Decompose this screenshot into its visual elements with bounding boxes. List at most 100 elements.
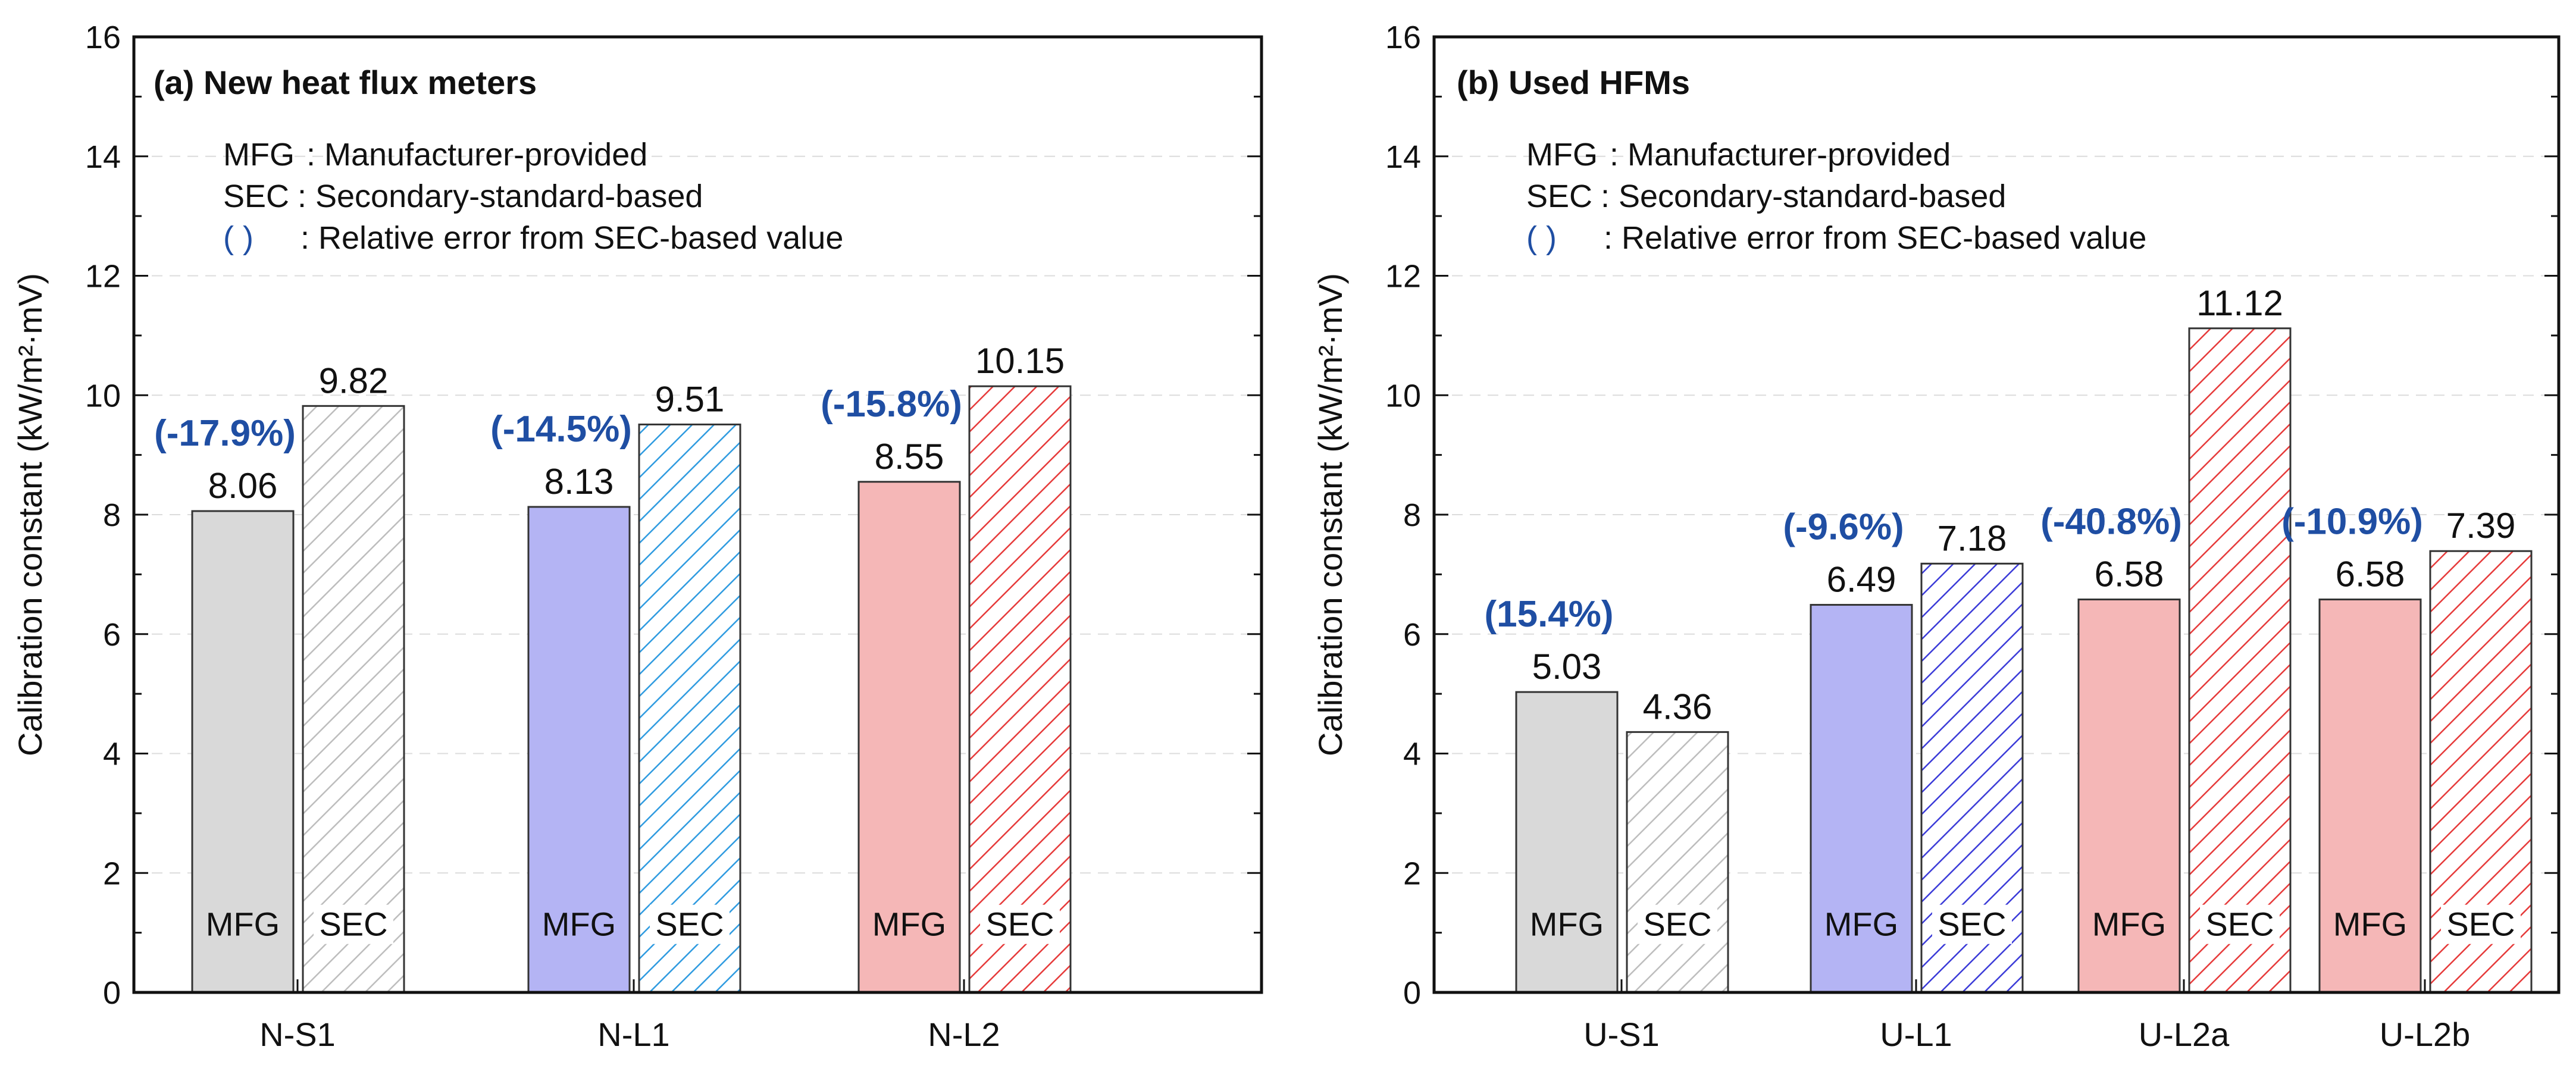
legend-sep: : (1601, 178, 1610, 214)
x-tick-label: U-S1 (1583, 1016, 1660, 1053)
relative-error-label: (-10.9%) (2281, 502, 2423, 543)
chart-panel-a: 8.06 9.82 (-17.9%) MFG SEC N-S1 8.13 9.51 (-14.5… (11, 20, 1263, 1053)
bar-type-label-mfg: MFG (872, 906, 946, 943)
bar-type-label-mfg: MFG (1824, 906, 1898, 943)
y-tick-label: 0 (1403, 975, 1421, 1011)
legend-description: Secondary-standard-based (1619, 178, 2006, 214)
legend-abbr: ( ) (223, 220, 253, 256)
bar-type-label-sec: SEC (2446, 906, 2515, 943)
bar-sec-N-L1 (638, 423, 741, 994)
bar-type-label-sec: SEC (985, 906, 1054, 943)
y-tick-label: 16 (85, 20, 121, 55)
y-tick-label: 4 (103, 737, 121, 772)
bar-type-label-mfg: MFG (1530, 906, 1604, 943)
y-tick-label: 14 (85, 139, 121, 175)
value-label-sec: 10.15 (975, 341, 1065, 381)
bar-type-label-bg (2200, 904, 2280, 944)
value-label-mfg: 8.13 (544, 462, 614, 502)
panel-title: (a) New heat flux meters (154, 64, 537, 101)
legend-description: Secondary-standard-based (315, 178, 703, 214)
bar-mfg-N-S1 (191, 510, 295, 994)
y-axis-title: Calibration constant (kW/m²·mV) (1312, 273, 1349, 756)
relative-error-label: (15.4%) (1484, 594, 1613, 635)
value-label-sec: 9.51 (655, 379, 725, 419)
bar-mfg-N-L2 (857, 481, 961, 994)
bar-type-label-sec: SEC (2205, 906, 2274, 943)
legend-description: Manufacturer-provided (1627, 137, 1951, 173)
legend-sep: : (301, 220, 309, 256)
bar-type-label-mfg: MFG (2092, 906, 2166, 943)
bar-type-label-sec: SEC (1938, 906, 2006, 943)
legend-sep: : (1610, 137, 1619, 173)
value-label-sec: 11.12 (2196, 283, 2283, 323)
bar-sec-N-L2 (968, 385, 1072, 994)
y-tick-label: 4 (1403, 737, 1421, 772)
y-tick-label: 6 (103, 617, 121, 653)
y-axis-title: Calibration constant (kW/m²·mV) (11, 273, 49, 756)
x-tick-label: U-L1 (1880, 1016, 1952, 1053)
legend-description: Relative error from SEC-based value (318, 220, 843, 256)
bar-type-label-bg (2441, 904, 2521, 944)
value-label-sec: 4.36 (1643, 687, 1713, 726)
y-tick-label: 6 (1403, 617, 1421, 653)
bar-type-label-bg (650, 904, 730, 944)
bar-sec-N-S1 (302, 405, 405, 994)
bar-mfg-U-L2b (2318, 599, 2422, 994)
y-tick-label: 10 (1385, 378, 1421, 414)
bar-sec-U-L2a (2188, 327, 2292, 994)
value-label-mfg: 8.55 (875, 437, 944, 477)
y-tick-label: 12 (1385, 259, 1421, 295)
bar-mfg-U-L1 (1810, 604, 1913, 994)
value-label-mfg: 6.49 (1827, 560, 1896, 600)
y-tick-label: 8 (103, 497, 121, 533)
y-tick-label: 12 (85, 259, 121, 295)
bar-mfg-N-L1 (527, 506, 631, 994)
y-tick-label: 2 (103, 856, 121, 891)
value-label-mfg: 8.06 (208, 466, 278, 506)
bar-type-label-sec: SEC (1643, 906, 1711, 943)
legend-description: Relative error from SEC-based value (1622, 220, 2146, 256)
bar-type-label-bg (1932, 904, 2012, 944)
relative-error-label: (-40.8%) (2040, 502, 2182, 543)
bar-sec-U-S1 (1626, 731, 1729, 994)
x-tick-label: N-S1 (259, 1016, 336, 1053)
y-tick-label: 8 (1403, 497, 1421, 533)
bar-type-label-sec: SEC (655, 906, 724, 943)
legend-abbr: SEC (1526, 178, 1592, 214)
value-label-mfg: 6.58 (2336, 555, 2405, 594)
legend-sep: : (1604, 220, 1613, 256)
y-tick-label: 0 (103, 975, 121, 1011)
legend-description: Manufacturer-provided (324, 137, 647, 173)
legend-abbr: MFG (1526, 137, 1598, 173)
value-label-sec: 9.82 (319, 361, 389, 400)
bar-type-label-mfg: MFG (206, 906, 280, 943)
bar-mfg-U-S1 (1515, 691, 1619, 994)
bar-type-label-sec: SEC (319, 906, 387, 943)
relative-error-label: (-14.5%) (490, 409, 632, 450)
legend-abbr: ( ) (1526, 220, 1557, 256)
relative-error-label: (-9.6%) (1783, 507, 1904, 548)
x-tick-label: N-L2 (928, 1016, 1000, 1053)
value-label-sec: 7.39 (2446, 506, 2516, 546)
x-tick-label: N-L1 (597, 1016, 669, 1053)
value-label-mfg: 6.58 (2095, 555, 2164, 594)
x-tick-label: U-L2a (2139, 1016, 2230, 1053)
x-tick-label: U-L2b (2380, 1016, 2471, 1053)
bar-type-label-mfg: MFG (2333, 906, 2407, 943)
value-label-mfg: 5.03 (1532, 647, 1602, 687)
legend-abbr: SEC (223, 178, 289, 214)
panel-title: (b) Used HFMs (1457, 64, 1690, 101)
bar-type-label-bg (1638, 904, 1717, 944)
y-tick-label: 14 (1385, 139, 1421, 175)
y-tick-label: 10 (85, 378, 121, 414)
bar-type-label-bg (980, 904, 1060, 944)
bar-type-label-bg (314, 904, 393, 944)
legend-abbr: MFG (223, 137, 295, 173)
y-tick-label: 16 (1385, 20, 1421, 55)
bar-type-label-mfg: MFG (542, 906, 616, 943)
legend-sep: : (306, 137, 315, 173)
bar-mfg-U-L2a (2077, 599, 2181, 994)
y-tick-label: 2 (1403, 856, 1421, 891)
relative-error-label: (-15.8%) (821, 384, 962, 425)
